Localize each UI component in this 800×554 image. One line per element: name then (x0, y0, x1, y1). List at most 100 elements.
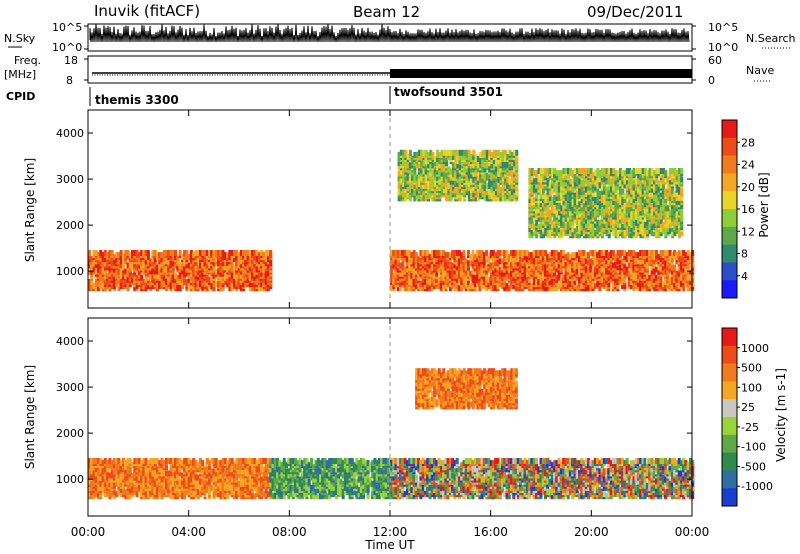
power-cell (221, 260, 225, 267)
power-cell (684, 264, 688, 271)
power-cell (623, 170, 627, 177)
power-cell (447, 180, 451, 187)
power-cell (591, 268, 595, 275)
power-cell (616, 264, 620, 271)
power-cell (591, 186, 595, 193)
power-cell (668, 256, 672, 263)
power-cell (542, 209, 545, 216)
power-cell (117, 272, 121, 279)
power-cell (438, 168, 442, 175)
power-cell (576, 168, 579, 174)
power-cell (131, 272, 134, 279)
power-cell (551, 197, 555, 203)
power-cell (180, 283, 184, 290)
power-cell (578, 232, 582, 239)
power-cell (462, 264, 466, 271)
power-cell (542, 172, 545, 179)
power-cell (439, 254, 443, 261)
power-cell (461, 149, 464, 156)
power-cell (659, 217, 663, 224)
power-cell (405, 256, 409, 263)
power-cell (650, 281, 654, 288)
power-cell (553, 213, 557, 220)
power-cell (128, 272, 132, 279)
power-cell (632, 201, 636, 208)
power-cell (219, 283, 223, 290)
power-cell (444, 252, 448, 259)
power-cell (153, 250, 157, 256)
power-cell (691, 281, 695, 288)
power-cell (510, 160, 514, 167)
power-cell (144, 250, 148, 256)
power-cell (103, 268, 107, 275)
power-cell (653, 205, 656, 212)
power-cell (668, 250, 672, 256)
power-cell (442, 164, 446, 171)
power-cell (559, 264, 563, 271)
power-cell (557, 283, 561, 290)
power-cell (192, 252, 196, 259)
power-cell (560, 184, 564, 191)
power-cell (192, 276, 196, 283)
power-cell (589, 221, 593, 228)
power-cell (550, 258, 554, 265)
power-cell (476, 162, 480, 169)
power-cell (659, 168, 663, 174)
power-cell (237, 276, 241, 283)
power-cell (553, 168, 557, 174)
power-cell (525, 256, 529, 263)
power-cell (126, 262, 130, 269)
power-cell (428, 268, 432, 275)
power-cell (634, 207, 638, 214)
power-cell (686, 254, 690, 261)
power-cell (530, 215, 534, 222)
power-cell (548, 209, 552, 216)
power-cell (117, 252, 121, 259)
power-cell (684, 268, 688, 275)
power-cell (469, 260, 473, 267)
power-cell (454, 178, 458, 185)
power-cell (551, 201, 555, 208)
power-cell (568, 262, 572, 269)
power-cell (467, 260, 470, 267)
power-cell (124, 279, 128, 285)
power-cell (451, 262, 455, 269)
power-cell (523, 254, 527, 261)
power-cell (217, 268, 221, 275)
power-cell (593, 283, 597, 290)
power-cell (562, 207, 566, 214)
power-cell (167, 250, 171, 256)
power-cell (603, 188, 607, 195)
power-cell (682, 270, 686, 277)
power-cell (528, 192, 532, 199)
power-cell (155, 272, 159, 279)
power-cell (403, 250, 407, 256)
power-cell (456, 158, 460, 165)
power-cell (596, 192, 600, 199)
power-cell (499, 187, 503, 194)
power-cell (691, 256, 695, 263)
power-cell (602, 272, 606, 279)
power-cell (144, 264, 148, 271)
date-title: 09/Dec/2011 (587, 3, 683, 21)
power-cell (677, 283, 681, 290)
nsky-bars (89, 23, 690, 43)
power-cell (162, 262, 166, 269)
power-cell (417, 149, 421, 156)
power-cell (426, 258, 430, 265)
power-cell (600, 250, 604, 256)
power-cell (485, 285, 489, 292)
power-cell (442, 274, 446, 281)
power-cell (686, 281, 690, 288)
power-cell (677, 256, 681, 263)
power-cell (481, 166, 485, 173)
power-cell (408, 176, 412, 183)
power-cell (628, 226, 632, 232)
power-cell (414, 252, 418, 259)
power-cell (237, 256, 241, 263)
power-cell (569, 168, 573, 174)
power-cell (650, 264, 654, 271)
power-cell (603, 192, 607, 199)
power-cell (162, 279, 166, 285)
power-cell (422, 166, 426, 173)
